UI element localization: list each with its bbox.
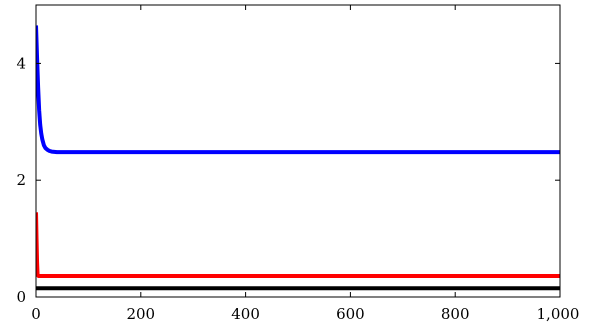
series-layer [36, 25, 560, 291]
x-tick-label: 600 [336, 305, 365, 323]
x-tick-label: 400 [231, 305, 260, 323]
ticks-layer [35, 5, 561, 298]
y-tick-label: 2 [16, 171, 26, 189]
y-tick-label: 4 [16, 54, 26, 72]
plot-frame [35, 4, 561, 298]
x-tick-label: 800 [441, 305, 470, 323]
x-tick-label: 200 [126, 305, 155, 323]
labels-layer: 0 200 400 600 800 1,000 0 2 4 [16, 54, 579, 323]
x-tick-label: 1,000 [537, 305, 580, 323]
y-tick-label: 0 [16, 288, 26, 306]
x-tick-label: 0 [31, 305, 41, 323]
series-line-2 [36, 212, 560, 278]
series-line-1 [36, 25, 560, 155]
